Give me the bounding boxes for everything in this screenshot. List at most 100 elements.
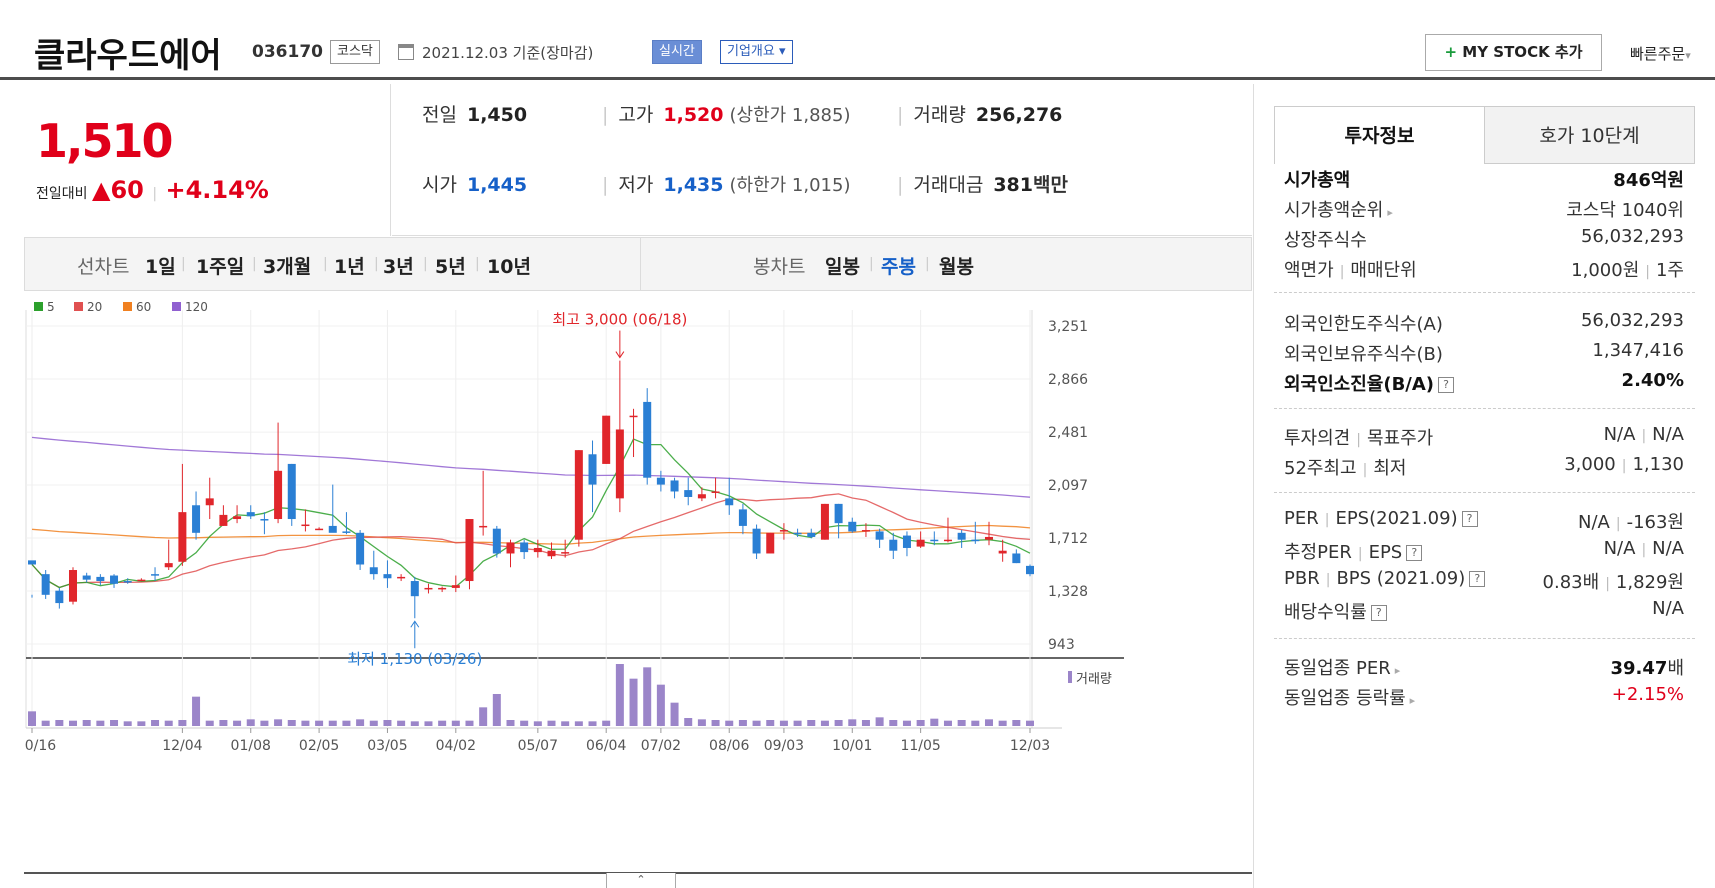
volume-bar [793,720,802,726]
period-4[interactable]: 3년 [383,256,414,278]
info-key: 배당수익률? [1284,598,1387,624]
volume-bar [397,720,406,726]
market-cap-row-2: 상장주식수 56,032,293 [1284,226,1684,256]
low-price: | 저가 1,435 (하한가 1,015) [602,174,851,196]
candle-body [506,542,515,554]
volume-bar [137,721,146,726]
candle-body [356,532,365,565]
info-value: 1,000원 | 1주 [1571,260,1684,281]
calendar-icon [398,44,414,60]
separator: | [475,256,480,272]
candle-period-0[interactable]: 일봉 [825,256,860,278]
ma-line-5 [31,438,1031,589]
candle-body [711,491,720,493]
realtime-button[interactable]: 실시간 [652,40,702,64]
candle-body [834,503,843,524]
chevron-right-icon[interactable]: ▸ [1387,206,1393,219]
collapse-button[interactable]: ⌃ [606,873,676,888]
candle-body [55,590,64,604]
candle-period-2[interactable]: 월봉 [939,256,974,278]
info-value: N/A | N/A [1603,538,1684,559]
volume-bar [287,720,296,726]
chevron-down-icon: ▾ [1685,49,1691,62]
volume-bar [274,719,283,726]
candle-body [246,512,255,517]
chevron-right-icon[interactable]: ▸ [1409,694,1416,707]
candle-body [301,524,310,527]
x-tick-label-6: 05/07 [518,738,558,754]
volume-bar [246,719,255,726]
volume-bar [670,702,679,726]
help-icon[interactable]: ? [1406,545,1423,561]
y-tick-label-0: 3,251 [1048,319,1088,335]
candle-body [41,574,50,595]
tab-investment-info[interactable]: 투자정보 [1274,106,1485,164]
period-2[interactable]: 3개월 [263,256,312,278]
volume-bar [178,720,187,726]
up-triangle-icon: ▲ [91,176,111,204]
candle-body [684,490,693,497]
help-icon[interactable]: ? [1438,377,1455,393]
info-key: 외국인보유주식수(B) [1284,344,1443,365]
x-tick-label-9: 08/06 [709,738,749,754]
info-key: PBR | BPS (2021.09)? [1284,568,1486,589]
info-key: 시가총액 [1284,170,1351,191]
volume-bar [410,721,419,726]
volume-bar [684,718,693,726]
volume-bar [369,720,378,726]
company-name: 클라우드에어 [34,36,222,76]
candle-body [465,519,474,582]
candle-period-1[interactable]: 주봉 [881,256,916,278]
info-value: 846억원 [1613,170,1684,191]
period-6[interactable]: 10년 [487,256,531,278]
period-0[interactable]: 1일 [145,256,176,278]
legend-swatch-0 [34,302,43,311]
info-key: 상장주식수 [1284,230,1367,251]
legend-swatch-1 [74,302,83,311]
candle-body [533,547,542,553]
help-icon[interactable]: ? [1469,571,1486,587]
chevron-up-icon: ⌃ [636,873,646,886]
chevron-right-icon[interactable]: ▸ [1394,664,1401,677]
max-arrow-icon [615,351,625,359]
info-key: PER | EPS(2021.09)? [1284,508,1478,529]
x-tick-label-5: 04/02 [436,738,476,754]
separator: | [252,256,257,272]
volume-bar [28,711,36,726]
market-badge: 코스닥 [330,40,380,64]
candle-body [861,530,870,532]
help-icon[interactable]: ? [1370,605,1387,621]
volume-bar [615,664,624,726]
info-key: 액면가 | 매매단위 [1284,260,1417,281]
candle-body [424,587,433,590]
info-value: +2.15% [1611,684,1684,705]
section-divider [1274,292,1695,293]
tab-orderbook[interactable]: 호가 10단계 [1484,106,1695,164]
volume-bar [547,720,556,726]
candle-body [110,575,119,584]
volume-bar [752,720,761,726]
candle-body [192,505,201,533]
candle-body [69,570,78,602]
market-cap-row-3: 액면가 | 매매단위 1,000원 | 1주 [1284,256,1684,286]
candle-body [766,532,775,554]
quick-order-menu[interactable]: 빠른주문▾ [1630,45,1691,63]
period-3[interactable]: 1년 [334,256,365,278]
volume-bar [520,720,529,726]
candle-body [123,581,132,583]
candle-body [451,585,460,588]
company-info-dropdown[interactable]: 기업개요 ▾ [720,40,793,64]
legend-swatch-2 [123,302,132,311]
volume-bar [834,720,843,726]
add-mystock-button[interactable]: + MY STOCK 추가 [1425,34,1602,71]
separator: | [374,256,379,272]
period-5[interactable]: 5년 [435,256,466,278]
volume-bar [424,721,433,726]
help-icon[interactable]: ? [1461,511,1478,527]
candle-body [998,550,1007,554]
volume-bar [82,720,91,726]
volume-bar [342,720,351,726]
x-tick-label-10: 09/03 [764,738,804,754]
period-1[interactable]: 1주일 [196,256,245,278]
candle-body [629,415,638,418]
